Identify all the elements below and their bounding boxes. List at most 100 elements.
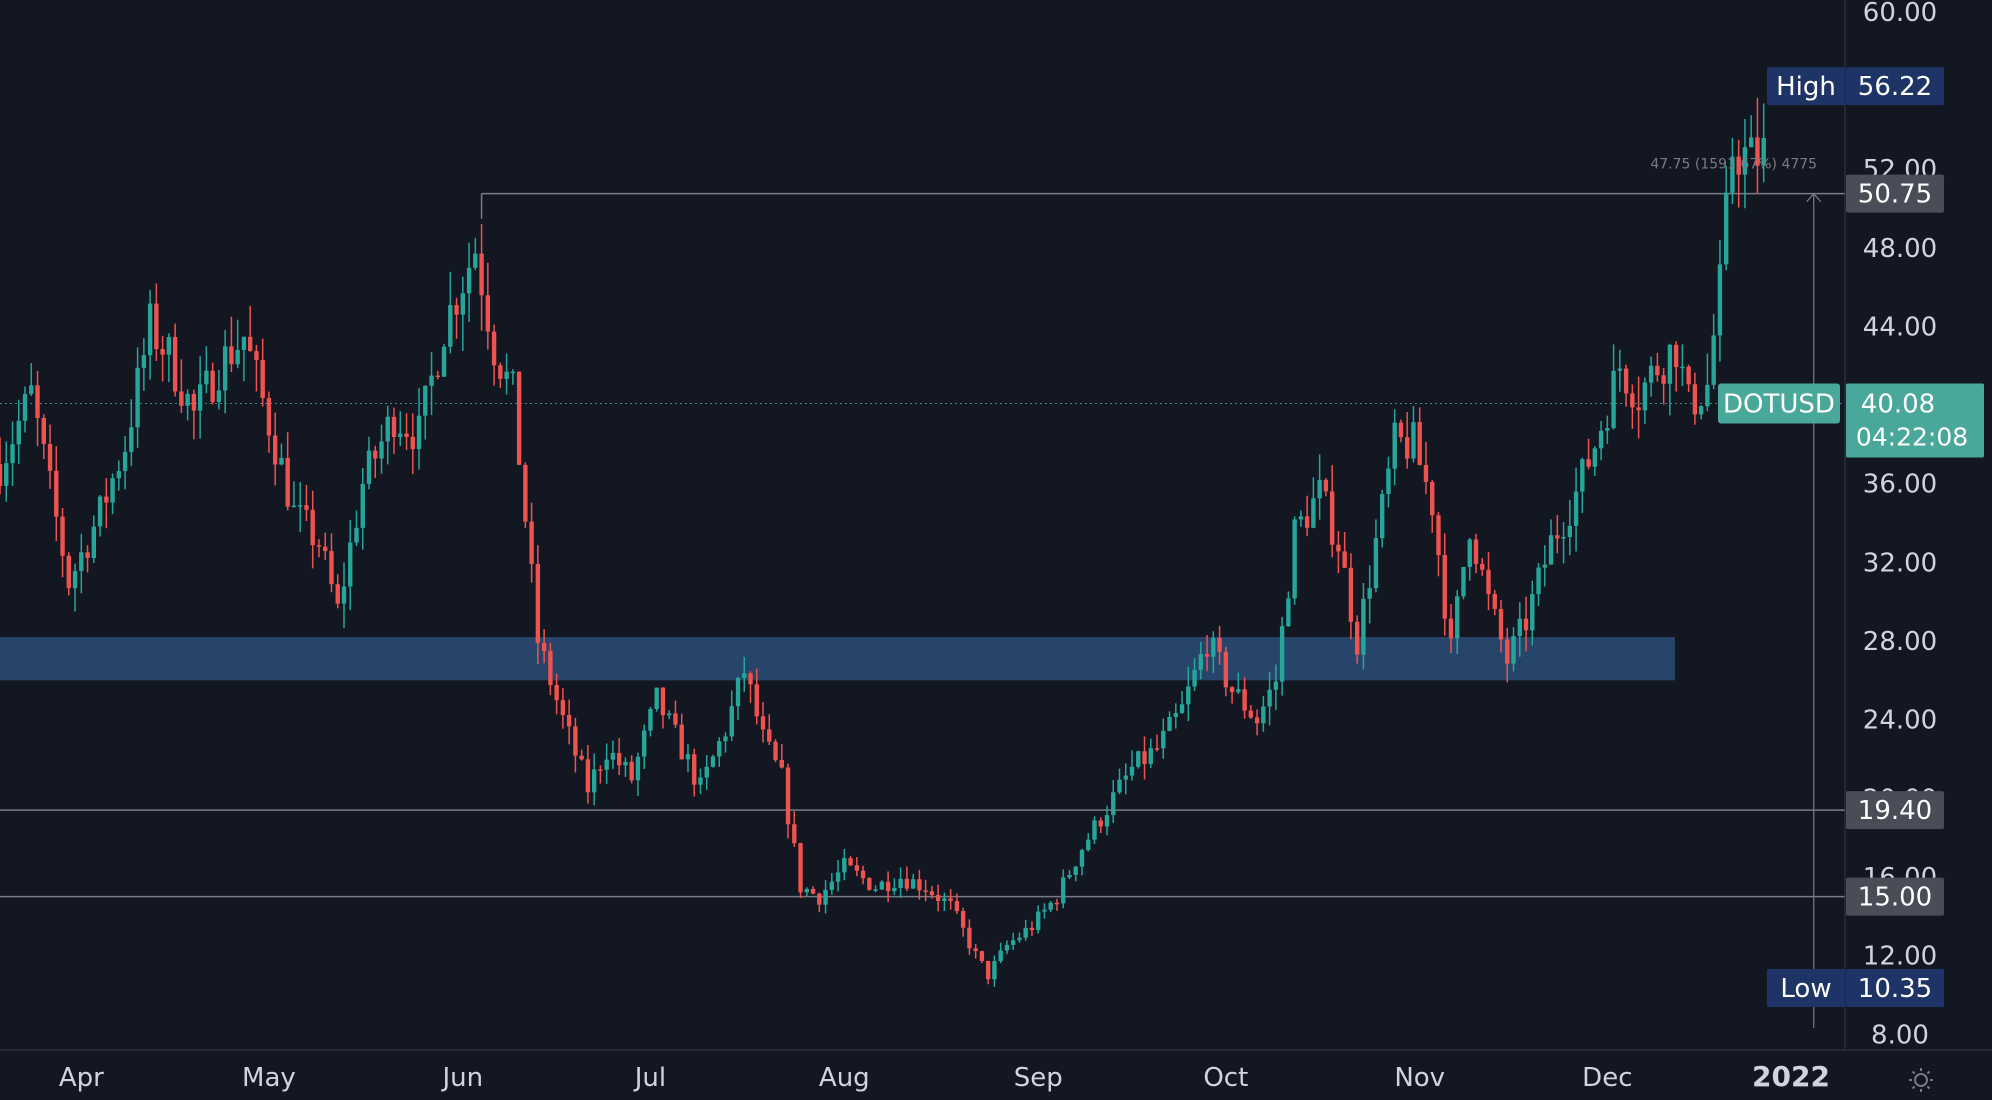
high-value-tag-bg — [1846, 67, 1944, 106]
level-price-tag-bg — [1846, 877, 1944, 916]
candle-body — [1473, 539, 1479, 564]
candle-body — [129, 427, 134, 452]
candle-body — [1304, 516, 1310, 528]
low-label-bg — [1767, 969, 1845, 1008]
candle-body — [1498, 608, 1504, 640]
candle-body — [935, 894, 941, 901]
candle-body — [60, 516, 65, 556]
price-tick-label: 44.00 — [1863, 312, 1937, 342]
month-tick-label: Dec — [1582, 1063, 1632, 1093]
candle-body — [1523, 618, 1529, 631]
candle-body — [398, 433, 403, 437]
candle-body — [210, 370, 215, 402]
candle-body — [1730, 156, 1735, 193]
candle-body — [1204, 654, 1210, 657]
candle-body — [1636, 407, 1641, 411]
candle-body — [16, 420, 21, 445]
candle-body — [1567, 525, 1573, 537]
candle-body — [1386, 468, 1391, 495]
price-tick-label: 28.00 — [1863, 627, 1937, 657]
candle-body — [1592, 448, 1598, 467]
candle-body — [885, 881, 891, 892]
candle-body — [448, 305, 453, 347]
candle-body — [29, 385, 34, 395]
candle-body — [1430, 481, 1435, 516]
low-value-tag: 10.35 — [1858, 974, 1932, 1004]
candle-body — [1054, 902, 1060, 905]
candle-body — [1229, 687, 1235, 693]
candle-body — [1586, 459, 1591, 467]
candle-body — [1029, 927, 1035, 931]
candle-body — [998, 950, 1003, 962]
candle-body — [660, 687, 666, 716]
candle-body — [823, 889, 828, 905]
candle-body — [1686, 366, 1691, 385]
high-label-bg — [1767, 67, 1845, 106]
candle-body — [91, 526, 97, 558]
price-tick-label: 12.00 — [1863, 942, 1937, 972]
candle-body — [360, 483, 365, 528]
candle-body — [135, 367, 140, 428]
price-tick-label: 8.00 — [1871, 1020, 1929, 1050]
candle-body — [79, 552, 84, 571]
candle-body — [429, 375, 434, 386]
symbol-tag-bg — [1718, 383, 1840, 424]
candle-body — [1136, 751, 1141, 767]
candle-body — [579, 755, 584, 760]
candle-body — [829, 881, 835, 890]
candle-body — [341, 586, 347, 604]
candle-body — [835, 872, 841, 882]
candle-body — [310, 509, 315, 546]
candle-body — [754, 684, 759, 717]
candle-body — [1286, 598, 1291, 627]
candle-body — [904, 878, 910, 889]
candle-body — [679, 724, 684, 760]
candle-body — [598, 769, 603, 771]
candle-body — [1142, 751, 1147, 764]
candle-body — [1642, 382, 1648, 411]
candle-body — [979, 951, 985, 961]
candle-body — [873, 889, 878, 891]
candle-body — [1323, 479, 1329, 492]
candle-body — [1073, 866, 1078, 875]
candle-body — [1342, 551, 1347, 568]
candle-body — [122, 451, 128, 472]
candle-body — [404, 433, 409, 437]
current-price-value: 40.08 — [1861, 389, 1935, 419]
candle-body — [1036, 911, 1041, 931]
candle-body — [1598, 430, 1604, 449]
candle-body — [1104, 815, 1110, 827]
candle-body — [1373, 538, 1379, 589]
level-price-tag-bg — [1846, 174, 1944, 213]
candle-body — [1167, 716, 1172, 731]
candle-body — [773, 741, 778, 760]
candle-body — [1261, 706, 1266, 724]
candle-body — [1705, 384, 1710, 407]
candle-body — [1505, 639, 1510, 664]
candle-body — [1736, 156, 1741, 175]
candle-body — [435, 375, 440, 378]
candle-body — [1298, 516, 1304, 520]
candle-body — [1086, 839, 1091, 851]
candle-body — [54, 470, 59, 517]
time-axis[interactable]: Apr May Jun Jul Aug Sep Oct Nov Dec — [59, 1063, 1633, 1093]
candle-body — [1405, 437, 1410, 459]
candle-body — [1667, 344, 1673, 384]
candle-body — [1680, 366, 1685, 369]
measure-arrow — [1806, 192, 1822, 203]
candle-body — [316, 545, 322, 547]
candle-body — [373, 450, 378, 459]
candle-body — [1467, 539, 1472, 567]
settings-icon[interactable] — [1909, 1068, 1933, 1092]
candle-body — [197, 384, 203, 411]
symbol-tag: DOTUSD — [1723, 389, 1835, 419]
candle-body — [4, 463, 9, 486]
candle-body — [247, 336, 253, 352]
candle-body — [1717, 264, 1723, 336]
price-tick-label: 60.00 — [1863, 0, 1937, 28]
candle-body — [992, 961, 997, 980]
candle-body — [1605, 428, 1610, 431]
candle-body — [748, 673, 753, 685]
candle-body — [1436, 515, 1441, 555]
